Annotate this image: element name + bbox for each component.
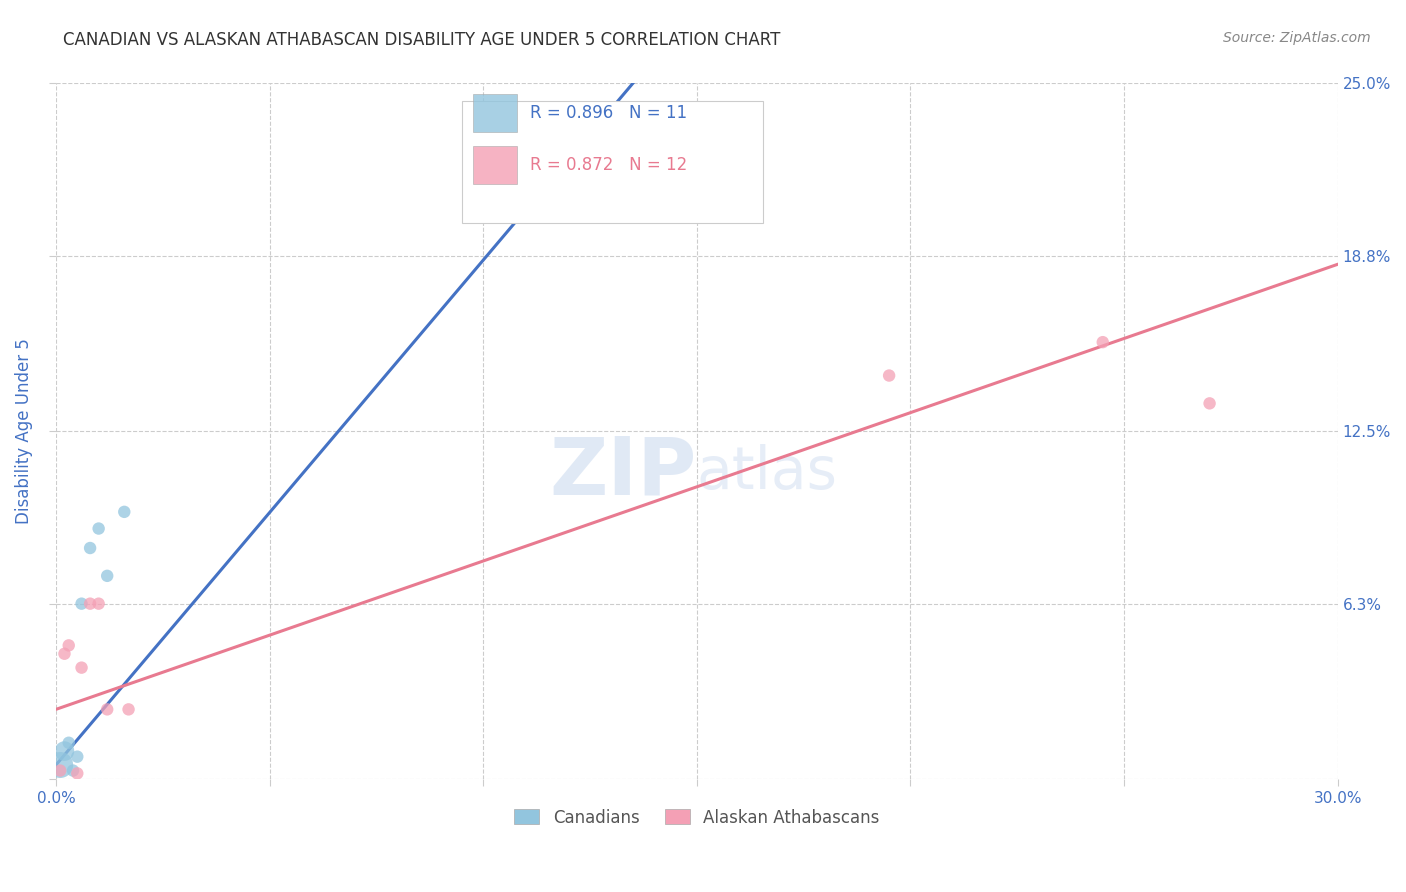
Point: [117, 702, 139, 716]
Point: [58, 736, 80, 750]
Point: [49, 758, 72, 772]
Legend: Canadians, Alaskan Athabascans: Canadians, Alaskan Athabascans: [508, 802, 886, 833]
Text: Source: ZipAtlas.com: Source: ZipAtlas.com: [1223, 31, 1371, 45]
Point: [79, 541, 101, 555]
Point: [1091, 335, 1114, 350]
FancyBboxPatch shape: [472, 146, 517, 185]
Point: [70, 597, 93, 611]
Point: [62, 764, 84, 778]
Point: [877, 368, 900, 383]
Point: [66, 749, 89, 764]
Point: [70, 660, 93, 674]
Point: [53, 647, 76, 661]
Point: [1198, 396, 1220, 410]
FancyBboxPatch shape: [463, 101, 763, 222]
Text: ZIP: ZIP: [550, 434, 697, 512]
Y-axis label: Disability Age Under 5: Disability Age Under 5: [15, 338, 32, 524]
Point: [49, 764, 72, 778]
Point: [53, 744, 76, 758]
Text: CANADIAN VS ALASKAN ATHABASCAN DISABILITY AGE UNDER 5 CORRELATION CHART: CANADIAN VS ALASKAN ATHABASCAN DISABILIT…: [63, 31, 780, 49]
FancyBboxPatch shape: [472, 94, 517, 132]
Point: [96, 702, 118, 716]
Point: [600, 174, 623, 188]
Point: [58, 639, 80, 653]
Point: [112, 505, 135, 519]
Text: R = 0.896   N = 11: R = 0.896 N = 11: [530, 103, 688, 121]
Point: [87, 522, 110, 536]
Point: [87, 597, 110, 611]
Point: [79, 597, 101, 611]
Point: [66, 766, 89, 780]
Point: [96, 569, 118, 583]
Text: atlas: atlas: [697, 444, 838, 501]
Text: R = 0.872   N = 12: R = 0.872 N = 12: [530, 156, 688, 174]
